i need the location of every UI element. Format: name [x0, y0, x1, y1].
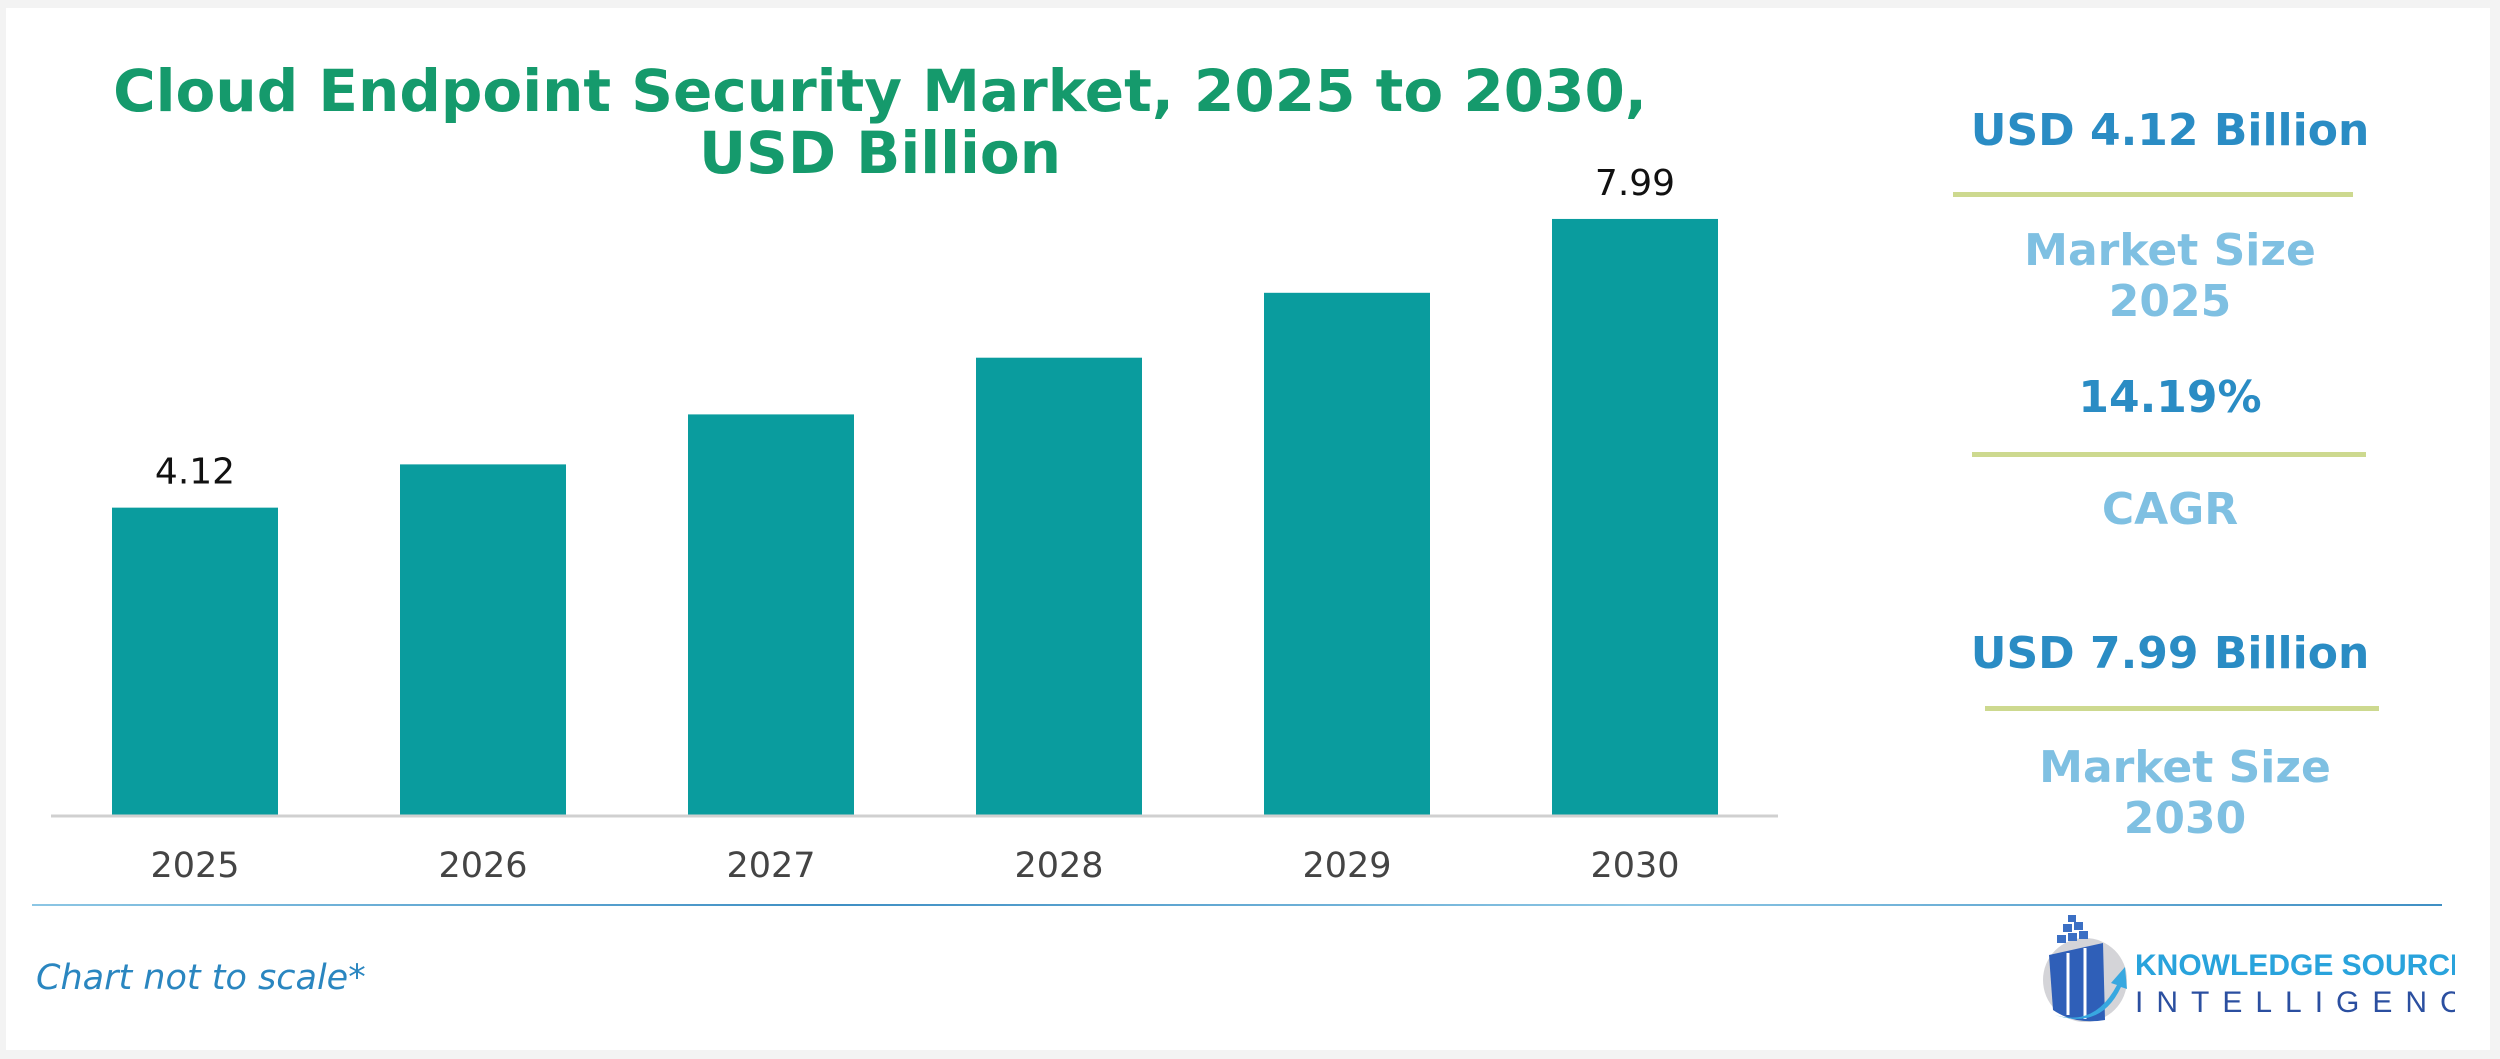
- logo-text-line1: KNOWLEDGE SOURCING: [2135, 949, 2455, 982]
- divider: [1972, 452, 2366, 457]
- company-logo: KNOWLEDGE SOURCING INTELLIGENCE: [2043, 915, 2455, 1022]
- x-tick-label: 2026: [438, 846, 527, 886]
- x-tick-label: 2025: [150, 846, 239, 886]
- bar-2028: [976, 357, 1142, 815]
- chart-note: Chart not to scale*: [36, 958, 366, 998]
- x-tick-label: 2030: [1590, 846, 1679, 886]
- stat-label-2030: Market Size 2030: [2039, 742, 2331, 844]
- bar-2027: [688, 414, 854, 815]
- stat-value-2025: USD 4.12 Billion: [1970, 105, 2370, 156]
- logo-text-line2: INTELLIGENCE: [2135, 986, 2455, 1019]
- bar-2029: [1264, 292, 1430, 815]
- divider: [1985, 706, 2379, 711]
- chart-title: Cloud Endpoint Security Market, 2025 to …: [80, 60, 1680, 184]
- title-line-1: Cloud Endpoint Security Market, 2025 to …: [113, 57, 1647, 125]
- bar-2025: [112, 507, 278, 815]
- footer-divider: [32, 904, 2442, 906]
- stat-value-cagr: 14.19%: [2078, 372, 2262, 423]
- bar-chart: 2025 4.12 2026 2027 2028 2029 2030 7.99: [51, 163, 1778, 886]
- bar-2026: [400, 464, 566, 815]
- stat-label-2025: Market Size 2025: [2024, 225, 2316, 327]
- stat-value-2030: USD 7.99 Billion: [1970, 628, 2370, 679]
- x-tick-label: 2027: [726, 846, 815, 886]
- title-line-2: USD Billion: [698, 119, 1062, 187]
- x-tick-label: 2028: [1014, 846, 1103, 886]
- bar-2030: [1552, 218, 1718, 816]
- x-tick-label: 2029: [1302, 846, 1391, 886]
- stat-label-cagr: CAGR: [2101, 484, 2239, 535]
- data-label: 4.12: [155, 452, 235, 493]
- data-label: 7.99: [1595, 163, 1675, 204]
- divider: [1953, 192, 2353, 197]
